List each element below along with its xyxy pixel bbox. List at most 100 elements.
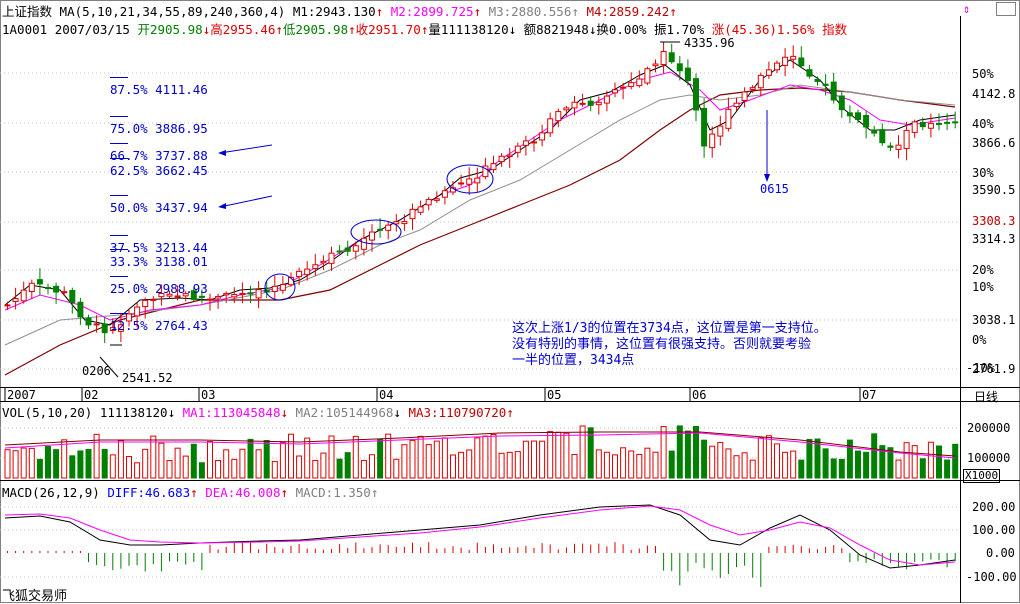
volume-bar: [757, 437, 764, 479]
date-ticks: [4, 388, 861, 401]
candle-body: [117, 324, 124, 332]
volume-bar: [61, 439, 68, 479]
candle-body: [28, 282, 35, 293]
low-value-label: 2541.52: [122, 371, 173, 385]
candle-body: [45, 287, 51, 290]
volume-bar: [579, 425, 586, 479]
volume-bar: [312, 459, 319, 479]
volume-bar: [117, 440, 124, 479]
price-axis-label: 3308.3: [972, 214, 1016, 228]
fib-level-label: 33.3% 3138.01: [110, 254, 208, 269]
period-label[interactable]: 日线: [974, 390, 999, 404]
volume-bar: [93, 433, 100, 479]
candle-body: [223, 293, 230, 296]
price-axis-label: -10%: [966, 361, 995, 375]
volume-bar: [774, 443, 780, 479]
macd-dea-line: [4, 505, 956, 566]
candle-body: [360, 237, 367, 250]
header-row-1: 上证指数 MA(5,10,21,34,55,89,240,360,4) M1:2…: [2, 4, 677, 19]
candle-body: [109, 327, 116, 332]
volume-bar: [498, 452, 505, 479]
low-date-label: 0206: [82, 364, 111, 378]
macd-axis-neg100: -100.00: [966, 570, 1017, 584]
volume-bar: [101, 448, 108, 479]
candle-body: [652, 63, 659, 67]
volume-bar: [668, 450, 675, 479]
arrow-0615-head: [764, 174, 770, 182]
candle-body: [328, 252, 335, 264]
vol-ma-line: [4, 431, 956, 457]
low-leader: [99, 356, 119, 378]
fib-level-label: 62.5% 3662.45: [110, 163, 208, 178]
turnover-value: 换0.00%: [596, 22, 647, 37]
scroll-arrow-icon[interactable]: ⇕: [963, 2, 971, 16]
candle-body: [344, 247, 351, 252]
candle-body: [198, 295, 205, 298]
volume-bars-group: [4, 425, 959, 479]
ma-label: MA(5,10,21,34,55,89,240,360,4): [59, 4, 286, 19]
candle-body: [936, 122, 942, 125]
volume-bar: [215, 460, 222, 479]
candle-body: [522, 140, 529, 146]
volume-bar: [458, 451, 465, 479]
candle-body: [749, 87, 756, 90]
candle-body: [458, 182, 465, 185]
volume-bar: [587, 427, 594, 479]
volume-bar: [223, 449, 230, 479]
note-line-2: 没有特别的事情，这位置有很强支持。否则就要考验: [512, 337, 812, 352]
volume-bar: [247, 438, 254, 479]
m4-value: M4:2859.242: [586, 4, 670, 19]
volume-bar: [846, 439, 853, 479]
volume-bar: [903, 442, 910, 479]
candle-body: [806, 69, 813, 77]
volume-bar: [701, 439, 708, 479]
candle-body: [320, 260, 327, 264]
candle-body: [620, 86, 627, 89]
index-tab[interactable]: 指数: [822, 22, 848, 37]
open-price: 开2905.98: [137, 22, 203, 37]
volume-bar: [555, 431, 562, 479]
candle-body: [304, 268, 311, 276]
volume-bar: [660, 426, 667, 479]
volume-bar: [871, 433, 878, 479]
price-axis-label: 20%: [972, 263, 994, 277]
volume-bar: [352, 435, 359, 479]
volume-bar: [644, 447, 651, 479]
candle-body: [919, 121, 926, 128]
volume-bar: [717, 441, 724, 479]
price-axis-label: 3038.1: [972, 313, 1016, 327]
volume-bar: [288, 433, 294, 479]
vol-ma3: MA3:110790720: [408, 405, 507, 420]
candle-body: [336, 250, 343, 253]
high-price: 高2955.46: [210, 22, 276, 37]
candle-body: [531, 141, 537, 144]
candle-body: [757, 74, 764, 89]
volume-bar: [595, 449, 602, 479]
window-box-icon[interactable]: [996, 2, 1016, 16]
volume-bar: [166, 460, 173, 479]
volume-bar: [336, 458, 343, 479]
candle-body: [312, 264, 319, 269]
arrow-3737-head: [218, 150, 226, 156]
volume-bar: [207, 440, 213, 479]
m3-value: M3:2880.556: [488, 4, 572, 19]
candle-body: [539, 132, 546, 141]
arrow-3437: [219, 195, 273, 208]
candle-body: [490, 163, 497, 171]
vol-axis-200000: 200000: [967, 421, 1011, 435]
volume-bar: [628, 450, 635, 479]
vol-title: VOL(5,10,20): [2, 405, 93, 420]
candle-body: [676, 63, 683, 72]
candle-body: [871, 129, 878, 134]
volume-bar: [741, 452, 748, 479]
volume-bar: [377, 438, 384, 479]
candle-body: [668, 52, 675, 63]
volume-bar: [320, 452, 327, 479]
candle-body: [952, 121, 959, 124]
candle-body: [296, 270, 303, 278]
candle-body: [36, 279, 43, 285]
fib-level-tick: [110, 195, 128, 196]
volume-bar: [490, 434, 497, 479]
volume-bar: [612, 454, 618, 479]
